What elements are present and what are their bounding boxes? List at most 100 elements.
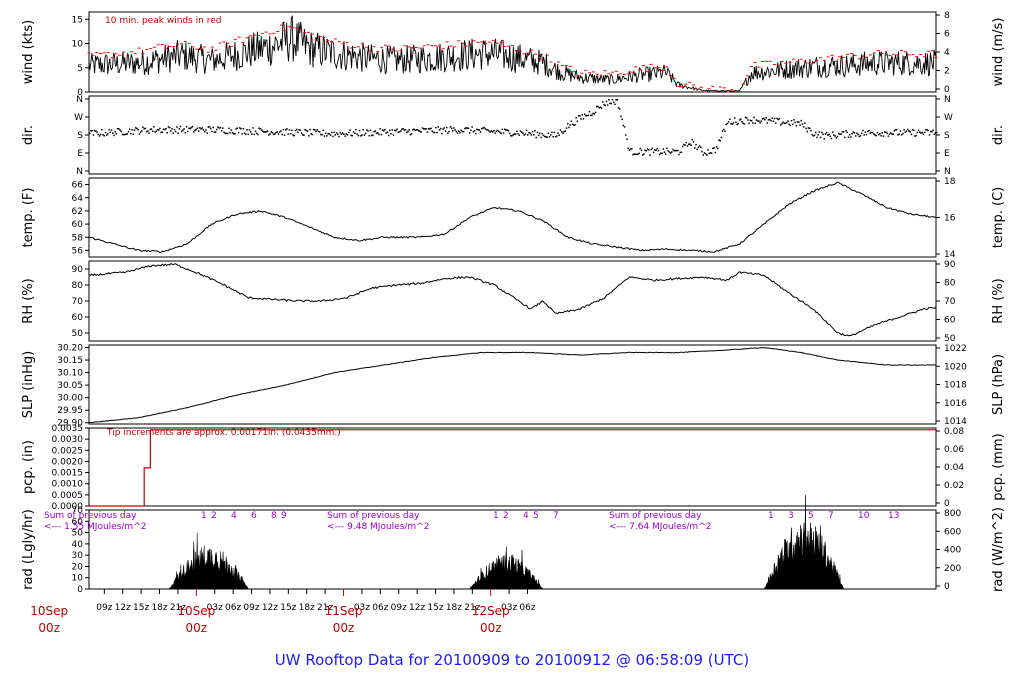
dir-point — [651, 147, 654, 150]
rad-hour-mark: 1 — [201, 511, 207, 521]
chart-footer-title: UW Rooftop Data for 20100909 to 20100912… — [274, 651, 750, 669]
dir-point — [338, 135, 340, 138]
dir-point — [128, 128, 131, 131]
dir-point — [292, 134, 294, 136]
dir-point — [920, 132, 922, 134]
ytick-label-right-wind: 0 — [944, 85, 950, 95]
dir-point — [312, 128, 315, 131]
dir-point — [236, 127, 239, 129]
dir-point — [230, 129, 233, 131]
dir-point — [880, 134, 882, 137]
dir-point — [237, 131, 240, 134]
dir-point — [396, 128, 398, 131]
dir-point — [875, 134, 877, 137]
dir-point — [812, 135, 815, 137]
dir-point — [360, 135, 362, 137]
dir-point — [119, 129, 121, 131]
dir-point — [299, 129, 302, 132]
ytick-label-left-slp: 29.90 — [57, 419, 83, 429]
dir-point — [364, 132, 367, 135]
dir-point — [415, 129, 418, 131]
dir-point — [857, 133, 859, 136]
dir-point — [517, 133, 519, 135]
dir-point — [552, 135, 554, 138]
dir-point — [529, 132, 531, 135]
dir-point — [539, 132, 541, 135]
dir-point — [781, 123, 783, 125]
dir-point — [487, 128, 489, 131]
dir-point — [132, 133, 135, 136]
dir-point — [456, 132, 459, 134]
dir-point — [608, 99, 610, 101]
dir-point — [122, 133, 125, 136]
dir-point — [478, 129, 481, 131]
dir-point — [251, 133, 253, 135]
dir-point — [830, 137, 833, 140]
dir-point — [697, 146, 700, 149]
dir-point — [724, 130, 726, 133]
dir-point — [744, 116, 747, 119]
ylabel-left-wind: wind (kts) — [21, 20, 36, 84]
dir-point — [168, 126, 171, 129]
ytick-label-left-rad: 30 — [72, 551, 84, 561]
dir-point — [437, 126, 439, 128]
dir-point — [887, 135, 890, 137]
dir-point — [669, 152, 672, 154]
dir-point — [657, 149, 660, 152]
dir-point — [274, 133, 276, 135]
dir-point — [605, 100, 608, 103]
dir-point — [439, 127, 442, 130]
dir-point — [667, 150, 669, 152]
dir-point — [311, 133, 314, 136]
dir-point — [355, 128, 357, 131]
dir-point — [500, 132, 502, 135]
ytick-label-left-rh: 50 — [72, 329, 84, 339]
dir-point — [762, 117, 765, 120]
dir-point — [105, 134, 108, 136]
dir-point — [188, 127, 190, 129]
dir-point — [759, 122, 761, 124]
dir-point — [921, 131, 923, 134]
dir-point — [719, 140, 721, 142]
dir-point — [384, 128, 386, 131]
dir-point — [424, 128, 426, 130]
dir-point — [582, 118, 585, 120]
ytick-label-left-wind: 15 — [72, 15, 83, 25]
dir-point — [738, 119, 741, 121]
ylabel-right-dir: dir. — [991, 125, 1006, 145]
ytick-label-right-pcp: 0.06 — [944, 445, 964, 455]
dir-point — [240, 127, 242, 130]
dir-point — [882, 135, 885, 137]
dir-point — [222, 127, 224, 129]
ytick-label-left-rad: 0 — [77, 585, 83, 595]
dir-point — [617, 107, 620, 109]
dir-point — [194, 129, 196, 132]
dir-point — [255, 132, 258, 135]
dir-point — [363, 134, 366, 136]
dir-point — [166, 131, 168, 134]
dir-point — [224, 132, 227, 135]
dir-point — [916, 131, 919, 134]
dir-point — [263, 131, 265, 133]
dir-point — [790, 119, 793, 122]
dir-point — [185, 126, 188, 128]
dir-point — [749, 119, 752, 122]
rad-hour-mark: 7 — [828, 511, 834, 521]
ytick-label-right-pcp: 0.02 — [944, 481, 964, 491]
rad-hour-mark: 6 — [251, 511, 257, 521]
dir-point — [620, 115, 622, 118]
dir-point — [927, 129, 930, 132]
dir-point — [913, 129, 915, 131]
dir-point — [219, 126, 222, 129]
dir-point — [615, 99, 617, 101]
rad-area-day2 — [468, 546, 544, 590]
ytick-label-right-rad: 800 — [944, 509, 961, 519]
dir-point — [213, 131, 216, 133]
dir-point — [464, 127, 466, 130]
dir-point — [142, 126, 144, 128]
dir-point — [124, 133, 126, 136]
dir-point — [177, 132, 179, 134]
dir-point — [652, 151, 655, 154]
xtick-label: 18z — [151, 603, 167, 613]
dir-point — [467, 127, 470, 130]
